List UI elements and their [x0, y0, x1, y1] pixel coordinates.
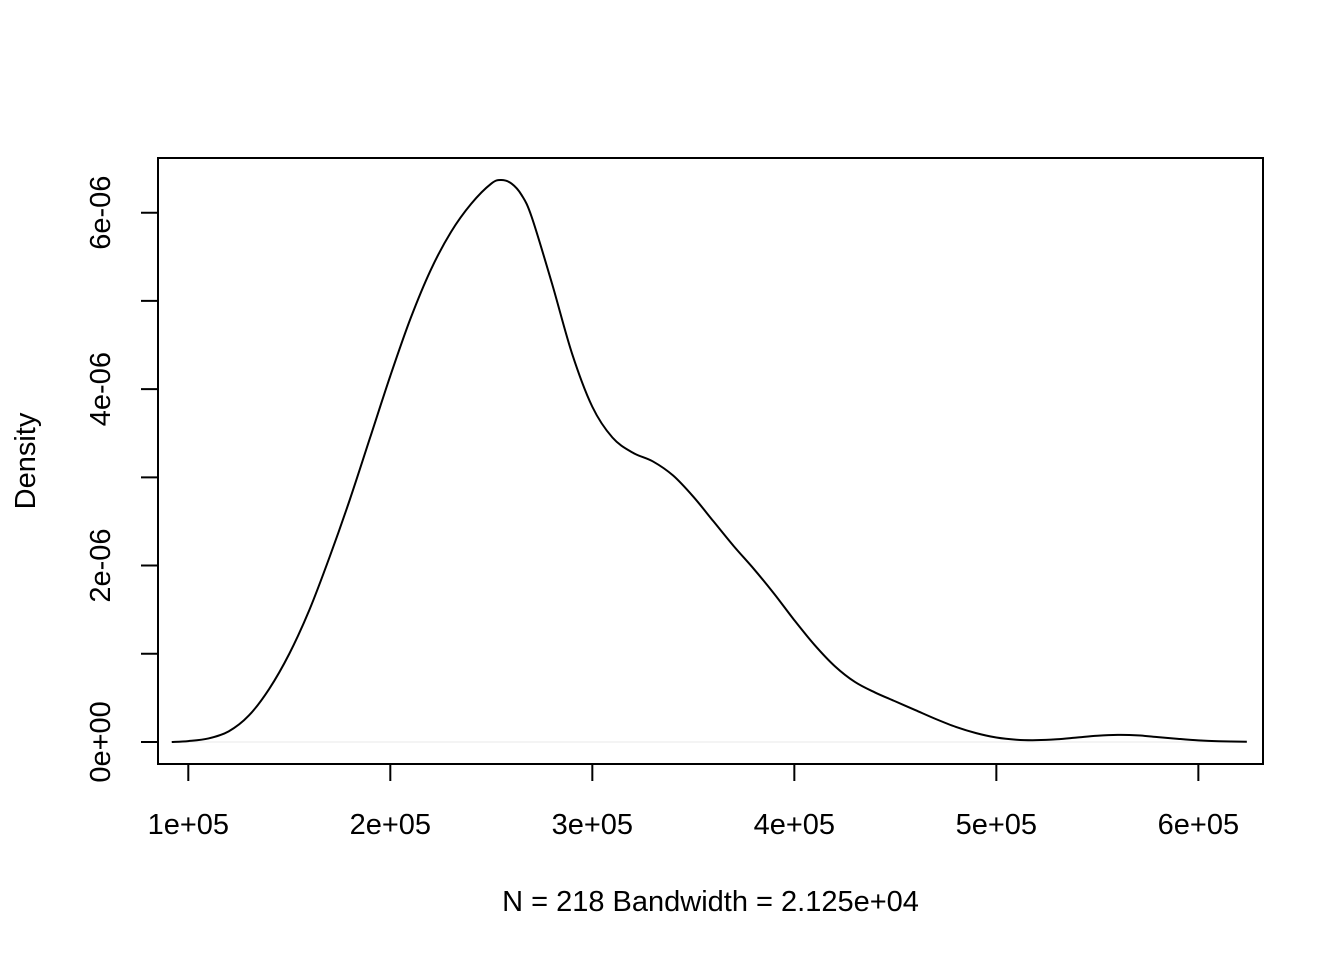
x-tick-label: 2e+05 — [350, 809, 431, 841]
plot-frame — [157, 157, 1264, 765]
x-tick-label: 1e+05 — [148, 809, 229, 841]
x-axis-title: N = 218 Bandwidth = 2.125e+04 — [502, 886, 919, 918]
y-tick-label: 0e+00 — [85, 701, 117, 782]
y-tick-label: 6e-06 — [85, 176, 117, 250]
y-axis: 0e+00 2e-06 4e-06 6e-06 — [85, 176, 159, 783]
y-axis-title: Density — [10, 412, 42, 509]
x-tick-label: 6e+05 — [1158, 809, 1239, 841]
y-tick-label: 4e-06 — [85, 352, 117, 426]
y-tick-label: 2e-06 — [85, 528, 117, 602]
x-axis: 1e+05 2e+05 3e+05 4e+05 5e+05 6e+05 — [148, 763, 1239, 841]
x-tick-label: 3e+05 — [552, 809, 633, 841]
x-tick-label: 5e+05 — [956, 809, 1037, 841]
x-tick-label: 4e+05 — [754, 809, 835, 841]
density-curve — [171, 179, 1247, 743]
